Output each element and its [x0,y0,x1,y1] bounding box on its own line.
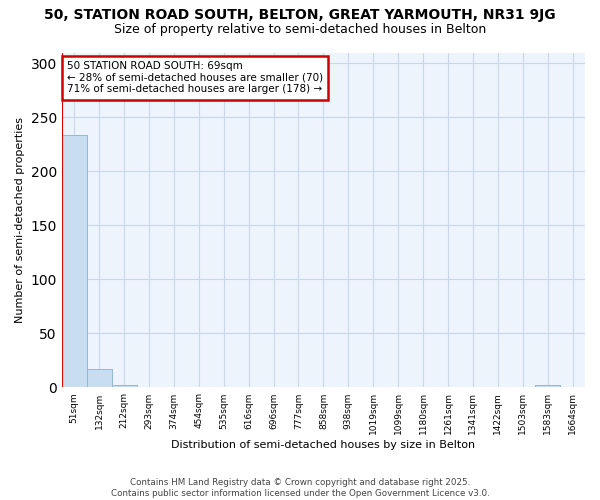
Bar [87,369,112,388]
Text: Size of property relative to semi-detached houses in Belton: Size of property relative to semi-detach… [114,22,486,36]
Text: 50 STATION ROAD SOUTH: 69sqm
← 28% of semi-detached houses are smaller (70)
71% : 50 STATION ROAD SOUTH: 69sqm ← 28% of se… [67,61,323,94]
Bar [112,386,137,388]
X-axis label: Distribution of semi-detached houses by size in Belton: Distribution of semi-detached houses by … [172,440,475,450]
Bar [535,386,560,388]
Text: 50, STATION ROAD SOUTH, BELTON, GREAT YARMOUTH, NR31 9JG: 50, STATION ROAD SOUTH, BELTON, GREAT YA… [44,8,556,22]
Bar [62,134,87,388]
Y-axis label: Number of semi-detached properties: Number of semi-detached properties [15,117,25,323]
Text: Contains HM Land Registry data © Crown copyright and database right 2025.
Contai: Contains HM Land Registry data © Crown c… [110,478,490,498]
